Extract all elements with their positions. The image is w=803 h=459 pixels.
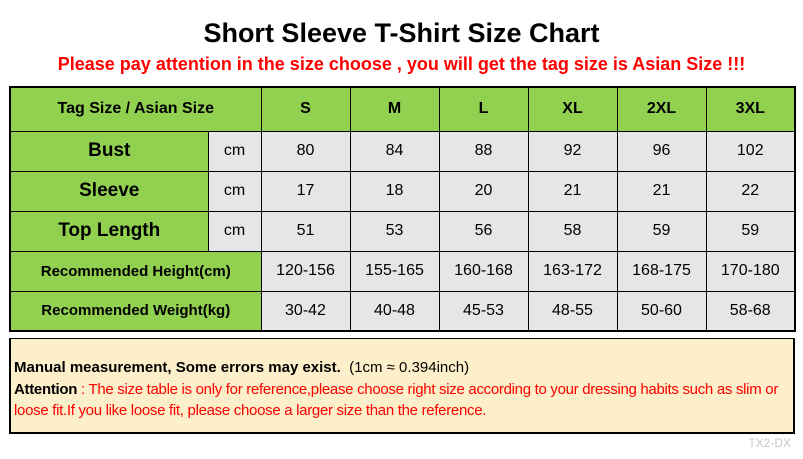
- value-cell: 51: [260, 210, 351, 252]
- value-cell: 170-180: [705, 250, 796, 292]
- value-cell: 30-42: [260, 290, 351, 332]
- value-cell: 58-68: [705, 290, 796, 332]
- unit-cell: cm: [207, 170, 262, 212]
- row-label: Sleeve: [9, 170, 209, 212]
- size-header: M: [349, 86, 440, 132]
- value-cell: 17: [260, 170, 351, 212]
- value-cell: 163-172: [527, 250, 618, 292]
- value-cell: 102: [705, 130, 796, 172]
- value-cell: 56: [438, 210, 529, 252]
- value-cell: 20: [438, 170, 529, 212]
- attention-text: : The size table is only for reference,p…: [14, 381, 779, 419]
- value-cell: 59: [616, 210, 707, 252]
- table-row: Recommended Weight(kg) 30-42 40-48 45-53 48-…: [9, 290, 796, 332]
- size-header: 2XL: [616, 86, 707, 132]
- table-row: Recommended Height(cm) 120-156 155-165 160-…: [9, 250, 796, 292]
- size-table: Tag Size / Asian Size S M L XL 2XL 3XL Bust cm 80…: [9, 86, 796, 332]
- header-label: Tag Size / Asian Size: [9, 86, 262, 132]
- value-cell: 88: [438, 130, 529, 172]
- table-row: Bust cm 80 84 88 92 96 102: [9, 130, 796, 172]
- unit-cell: cm: [207, 130, 262, 172]
- value-cell: 53: [349, 210, 440, 252]
- row-label: Bust: [9, 130, 209, 172]
- header-row: Tag Size / Asian Size S M L XL 2XL 3XL: [9, 86, 796, 132]
- value-cell: 96: [616, 130, 707, 172]
- value-cell: 59: [705, 210, 796, 252]
- value-cell: 40-48: [349, 290, 440, 332]
- chart-title: Short Sleeve T-Shirt Size Chart: [203, 18, 600, 48]
- value-cell: 160-168: [438, 250, 529, 292]
- value-cell: 58: [527, 210, 618, 252]
- size-header: L: [438, 86, 529, 132]
- unit-cell: cm: [207, 210, 262, 252]
- attention-label: Attention: [14, 381, 78, 398]
- size-header: S: [260, 86, 351, 132]
- value-cell: 45-53: [438, 290, 529, 332]
- table-row: Top Length cm 51 53 56 58 59 59: [9, 210, 796, 252]
- row-label: Top Length: [9, 210, 209, 252]
- note-box: Manual measurement, Some errors may exis…: [9, 338, 795, 434]
- value-cell: 48-55: [527, 290, 618, 332]
- table-row: Sleeve cm 17 18 20 21 21 22: [9, 170, 796, 212]
- asian-size-warning: Please pay attention in the size choose …: [57, 54, 746, 74]
- attention-note: Attention : The size table is only for r…: [14, 379, 794, 421]
- value-cell: 92: [527, 130, 618, 172]
- measurement-note: Manual measurement, Some errors may exis…: [14, 359, 469, 376]
- row-label: Recommended Height(cm): [9, 250, 262, 292]
- conversion-note: (1cm ≈ 0.394inch): [349, 359, 470, 376]
- size-header: 3XL: [705, 86, 796, 132]
- row-label: Recommended Weight(kg): [9, 290, 262, 332]
- value-cell: 50-60: [616, 290, 707, 332]
- value-cell: 22: [705, 170, 796, 212]
- value-cell: 18: [349, 170, 440, 212]
- note-bold: Manual measurement, Some errors may exis…: [14, 359, 341, 376]
- watermark: TX2-DX: [748, 436, 791, 450]
- value-cell: 84: [349, 130, 440, 172]
- value-cell: 120-156: [260, 250, 351, 292]
- value-cell: 21: [616, 170, 707, 212]
- value-cell: 155-165: [349, 250, 440, 292]
- size-header: XL: [527, 86, 618, 132]
- value-cell: 21: [527, 170, 618, 212]
- value-cell: 80: [260, 130, 351, 172]
- value-cell: 168-175: [616, 250, 707, 292]
